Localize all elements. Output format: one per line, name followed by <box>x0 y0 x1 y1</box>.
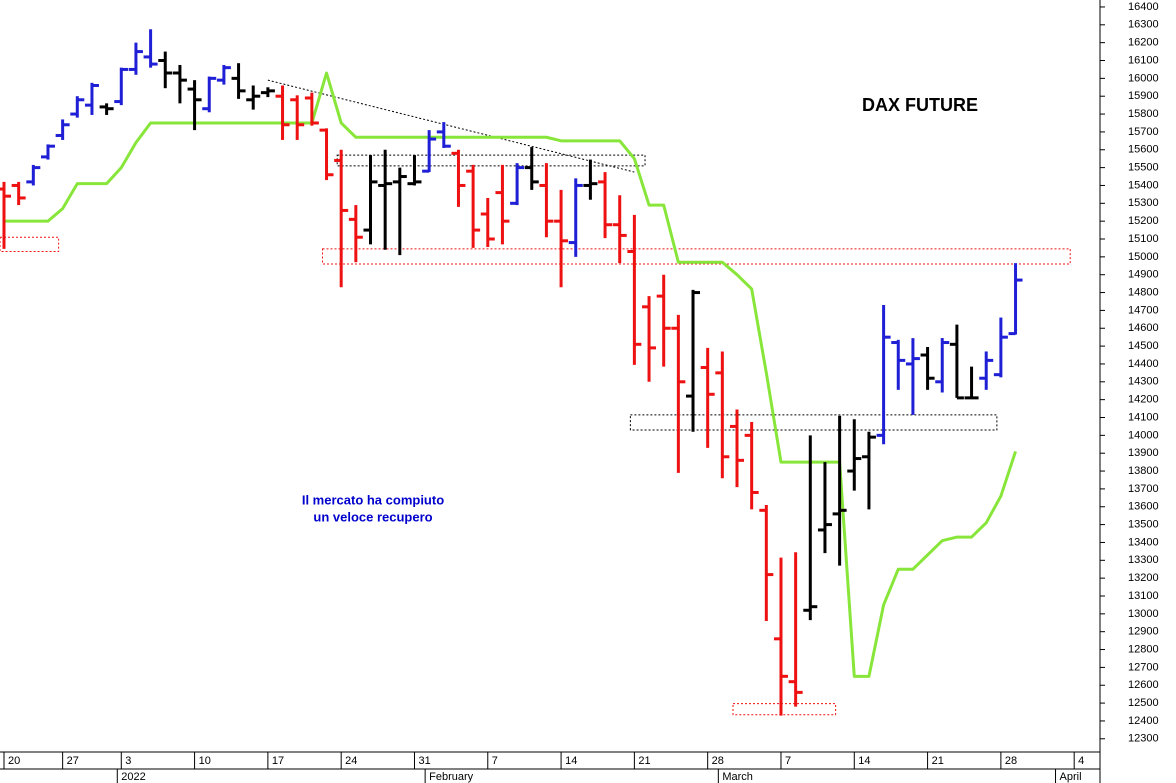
y-tick-label: 14300 <box>1128 376 1159 388</box>
y-tick-label: 13500 <box>1128 519 1159 531</box>
y-tick-label: 13800 <box>1128 465 1159 477</box>
x-tick-label: 17 <box>272 755 284 767</box>
x-tick-label: 24 <box>345 755 357 767</box>
y-tick-label: 14900 <box>1128 269 1159 281</box>
y-tick-label: 15400 <box>1128 179 1159 191</box>
y-tick-label: 12600 <box>1128 679 1159 691</box>
y-tick-label: 13600 <box>1128 501 1159 513</box>
y-tick-label: 14000 <box>1128 429 1159 441</box>
y-tick-label: 15000 <box>1128 251 1159 263</box>
period-label: April <box>1060 771 1082 783</box>
y-tick-label: 14400 <box>1128 358 1159 370</box>
zone <box>629 414 998 431</box>
y-tick-label: 15200 <box>1128 215 1159 227</box>
y-tick-label: 13000 <box>1128 608 1159 620</box>
y-tick-label: 12400 <box>1128 715 1159 727</box>
trailing-line <box>4 71 1017 678</box>
y-tick-label: 13100 <box>1128 590 1159 602</box>
x-tick-label: 3 <box>125 755 131 767</box>
trendline <box>267 79 635 173</box>
y-tick-label: 15800 <box>1128 108 1159 120</box>
y-tick-label: 14800 <box>1128 286 1159 298</box>
period-label: 2022 <box>121 771 145 783</box>
y-tick-label: 14200 <box>1128 394 1159 406</box>
y-tick-label: 15100 <box>1128 233 1159 245</box>
y-tick-label: 12800 <box>1128 643 1159 655</box>
period-label: March <box>722 771 753 783</box>
y-tick-label: 16300 <box>1128 19 1159 31</box>
x-tick-label: 20 <box>8 755 20 767</box>
chart-title: DAX FUTURE <box>862 95 978 115</box>
x-tick-label: 7 <box>785 755 791 767</box>
x-tick-label: 28 <box>1005 755 1017 767</box>
y-tick-label: 15300 <box>1128 197 1159 209</box>
y-tick-label: 16200 <box>1128 37 1159 49</box>
y-tick-label: 12900 <box>1128 626 1159 638</box>
y-tick-label: 16400 <box>1128 1 1159 13</box>
y-tick-label: 12500 <box>1128 697 1159 709</box>
y-tick-label: 15600 <box>1128 144 1159 156</box>
y-tick-label: 14600 <box>1128 322 1159 334</box>
y-tick-label: 13300 <box>1128 554 1159 566</box>
y-tick-label: 14100 <box>1128 411 1159 423</box>
y-tick-label: 15900 <box>1128 90 1159 102</box>
x-tick-label: 28 <box>712 755 724 767</box>
y-tick-label: 14700 <box>1128 304 1159 316</box>
x-tick-label: 4 <box>1078 755 1084 767</box>
x-tick-label: 21 <box>932 755 944 767</box>
annotation: un veloce recupero <box>313 509 432 524</box>
x-tick-label: 14 <box>565 755 577 767</box>
y-tick-label: 13900 <box>1128 447 1159 459</box>
x-tick-label: 7 <box>492 755 498 767</box>
x-tick-label: 21 <box>638 755 650 767</box>
period-label: February <box>429 771 474 783</box>
y-tick-label: 16100 <box>1128 54 1159 66</box>
y-tick-label: 13400 <box>1128 536 1159 548</box>
y-tick-label: 15700 <box>1128 126 1159 138</box>
x-tick-label: 31 <box>418 755 430 767</box>
y-tick-label: 13200 <box>1128 572 1159 584</box>
y-tick-label: 13700 <box>1128 483 1159 495</box>
y-tick-label: 12700 <box>1128 661 1159 673</box>
y-tick-label: 15500 <box>1128 162 1159 174</box>
zone <box>732 703 837 716</box>
y-tick-label: 16000 <box>1128 72 1159 84</box>
x-tick-label: 10 <box>199 755 211 767</box>
y-tick-label: 12300 <box>1128 733 1159 745</box>
y-tick-label: 14500 <box>1128 340 1159 352</box>
annotation: Il mercato ha compiuto <box>302 492 444 507</box>
zone <box>322 248 1071 265</box>
zone <box>0 236 60 252</box>
zone <box>336 154 646 167</box>
x-tick-label: 27 <box>67 755 79 767</box>
x-tick-label: 14 <box>858 755 870 767</box>
